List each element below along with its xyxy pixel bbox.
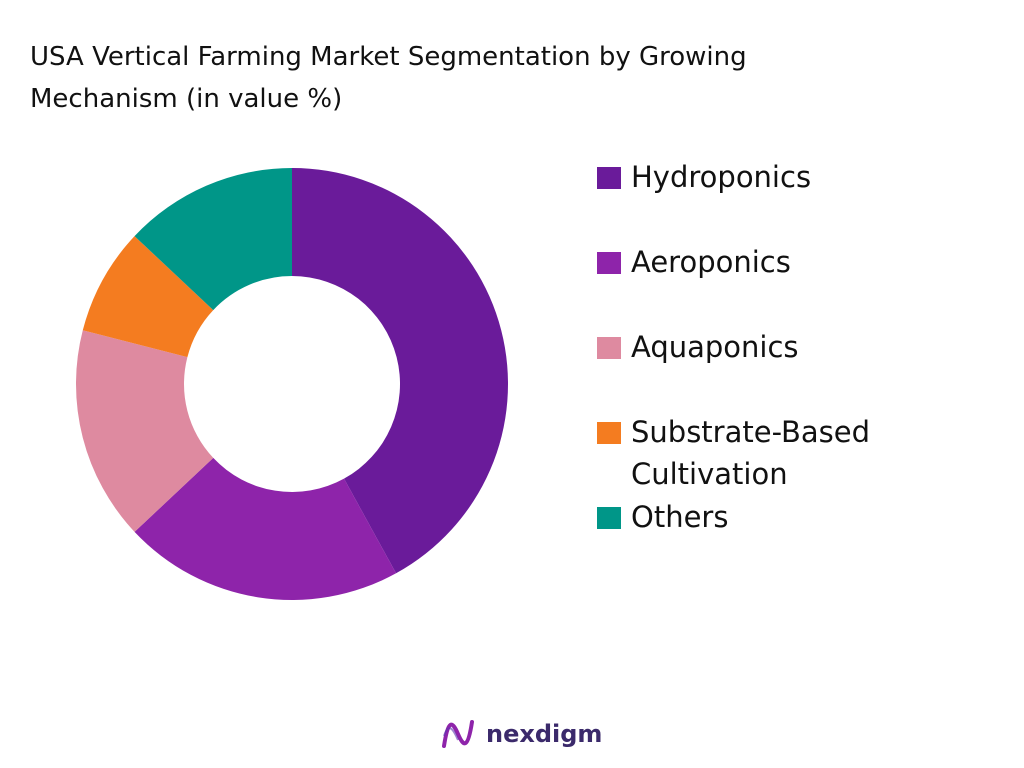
brand-name: nexdigm bbox=[486, 720, 603, 748]
legend-item: Aquaponics bbox=[597, 326, 977, 411]
legend-swatch bbox=[597, 252, 621, 274]
legend-swatch bbox=[597, 422, 621, 444]
donut-slice bbox=[82, 236, 214, 358]
donut-slice bbox=[292, 168, 508, 574]
donut-slice bbox=[134, 457, 397, 600]
donut-slice bbox=[76, 330, 214, 532]
legend-item: Substrate-Based Cultivation bbox=[597, 411, 977, 496]
legend-item: Hydroponics bbox=[597, 156, 977, 241]
legend-label: Aeroponics bbox=[631, 245, 791, 279]
brand-logo bbox=[442, 720, 474, 748]
legend: Hydroponics Aeroponics Aquaponics Substrate… bbox=[597, 156, 977, 581]
legend-item: Aeroponics bbox=[597, 241, 977, 326]
legend-swatch bbox=[597, 167, 621, 189]
legend-label: Aquaponics bbox=[631, 330, 799, 364]
chart bbox=[76, 168, 508, 600]
legend-swatch bbox=[597, 337, 621, 359]
legend-label: Substrate-Based Cultivation bbox=[631, 415, 871, 491]
brand: nexdigm bbox=[440, 716, 602, 752]
legend-label: Others bbox=[631, 500, 729, 534]
chart-title: USA Vertical Farming Market Segmentation… bbox=[30, 42, 747, 114]
legend-label: Hydroponics bbox=[631, 160, 812, 194]
legend-swatch bbox=[597, 507, 621, 529]
legend-item: Others bbox=[597, 496, 977, 581]
donut-slice bbox=[134, 168, 292, 311]
